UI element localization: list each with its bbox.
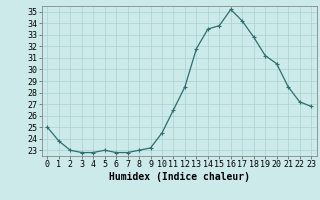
X-axis label: Humidex (Indice chaleur): Humidex (Indice chaleur) [109, 172, 250, 182]
